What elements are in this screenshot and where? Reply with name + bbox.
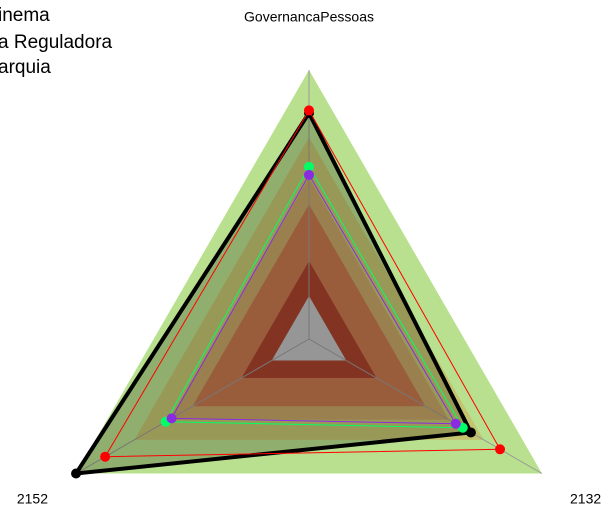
series-polygon: [72, 109, 475, 476]
axis-line: [75, 338, 310, 474]
point: [304, 161, 314, 172]
point: [495, 444, 506, 455]
axis-label: 2132: [570, 491, 601, 507]
point: [304, 169, 314, 180]
point: [100, 451, 111, 462]
series-polygon: [164, 165, 464, 429]
axis-label: 2152: [17, 491, 48, 507]
point: [450, 418, 461, 429]
point: [71, 468, 82, 479]
legend-entry: inema: [0, 5, 50, 26]
point: [166, 413, 177, 424]
series-polygon: [170, 173, 457, 425]
point: [465, 427, 476, 438]
axis-label: GovernancaPessoas: [244, 9, 374, 25]
legend-entry: a Reguladora: [0, 32, 113, 53]
legend-entry: arquia: [0, 57, 51, 78]
point: [304, 105, 314, 116]
series-polygon: [104, 109, 501, 458]
